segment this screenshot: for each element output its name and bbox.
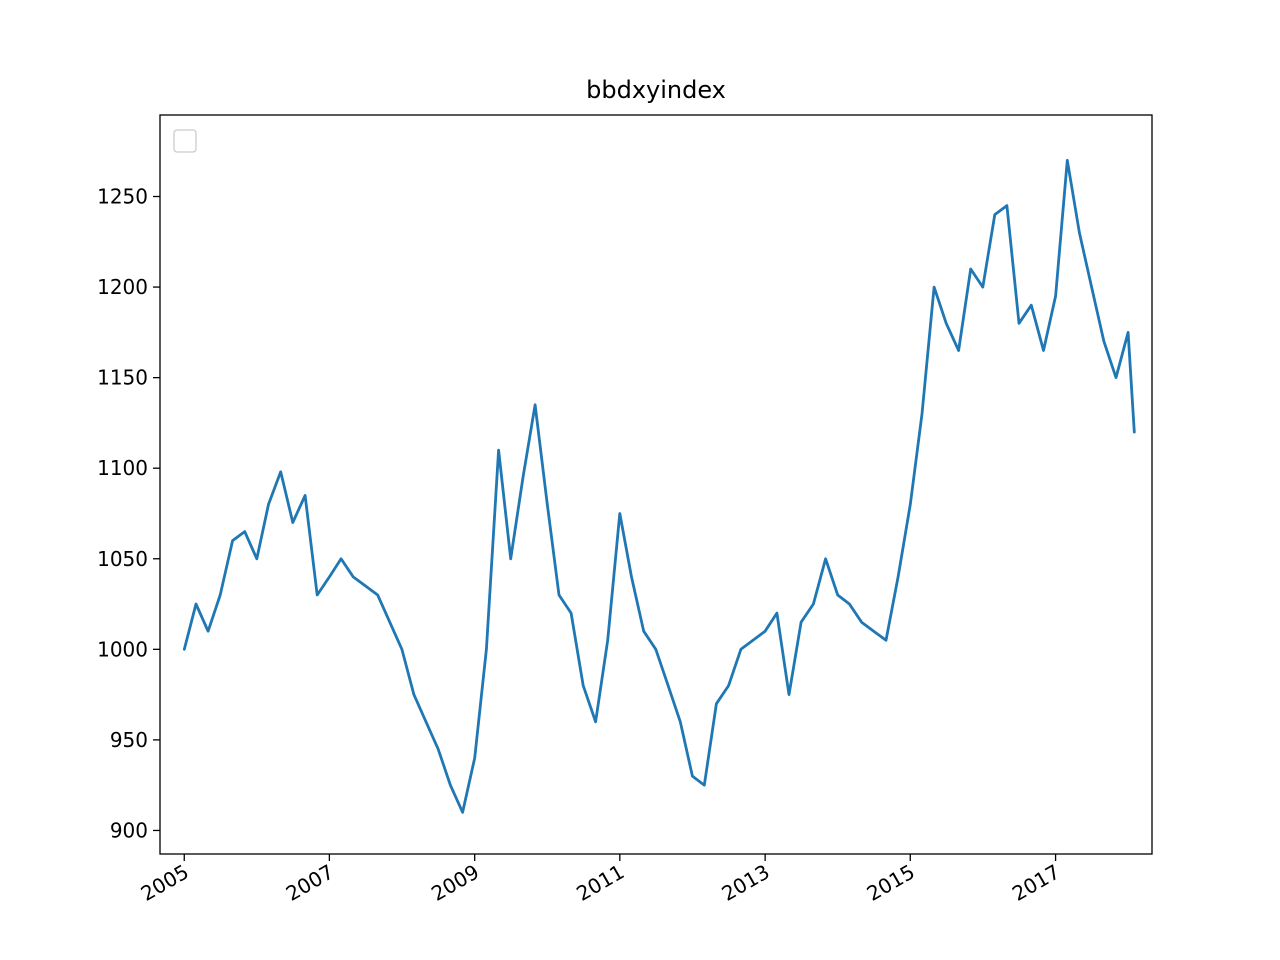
series-line xyxy=(182,158,1136,814)
y-axis: 900 950 1000 1050 1100 1150 1200 1250 xyxy=(97,185,160,842)
y-tick-label: 1200 xyxy=(97,275,148,299)
y-tick-label: 950 xyxy=(110,728,148,752)
y-tick-label: 1000 xyxy=(97,637,148,661)
y-tick-label: 1250 xyxy=(97,185,148,209)
chart-title: bbdxyindex xyxy=(586,76,726,104)
y-tick-label: 1050 xyxy=(97,547,148,571)
y-tick-label: 1100 xyxy=(97,456,148,480)
axes-frame xyxy=(159,114,1153,855)
plot-area xyxy=(159,114,1153,855)
y-tick-label: 900 xyxy=(110,818,148,842)
axes-background xyxy=(160,115,1152,854)
y-tick-label: 1150 xyxy=(97,366,148,390)
series-layer xyxy=(182,158,1136,814)
legend-box xyxy=(173,129,197,153)
